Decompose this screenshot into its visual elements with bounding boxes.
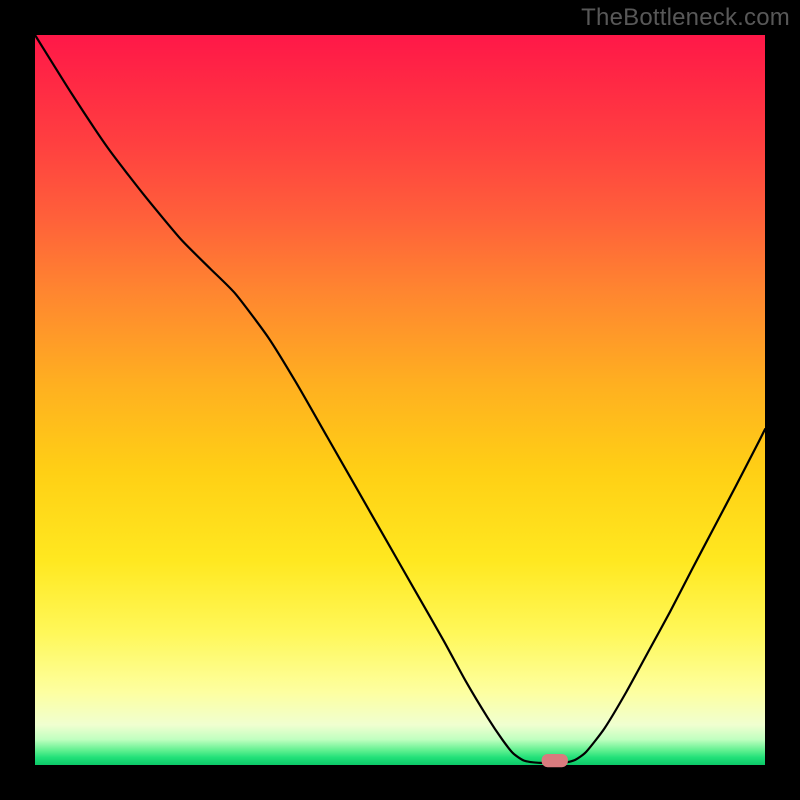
optimal-point-marker xyxy=(542,754,568,767)
chart-stage: TheBottleneck.com xyxy=(0,0,800,800)
plot-area xyxy=(35,35,765,765)
bottleneck-chart xyxy=(0,0,800,800)
watermark-text: TheBottleneck.com xyxy=(581,4,790,32)
